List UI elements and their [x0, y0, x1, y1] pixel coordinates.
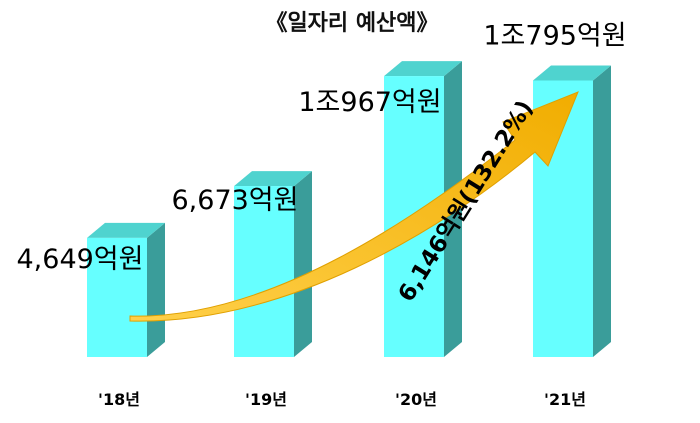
bar-side — [147, 222, 165, 357]
bar-top — [234, 171, 312, 187]
growth-arrow-shape — [129, 91, 579, 322]
x-tick-label: '20년 — [395, 390, 437, 409]
bar-side — [294, 171, 312, 357]
chart-title: 《일자리 예산액》 — [265, 11, 438, 36]
x-axis-labels: '18년 '19년 '20년 '21년 — [98, 390, 586, 409]
bar-top — [384, 61, 462, 77]
bar-top — [533, 65, 611, 81]
x-tick-label: '18년 — [98, 390, 140, 409]
bar-front — [87, 237, 147, 357]
value-label: 6,673억원 — [172, 185, 299, 216]
value-labels-group: 4,649억원 6,673억원 1조967억원 1조795억원 — [17, 20, 627, 274]
bar — [234, 171, 312, 357]
value-label: 1조967억원 — [298, 87, 441, 118]
bar — [87, 222, 165, 357]
bar-front — [234, 186, 294, 357]
x-tick-label: '19년 — [245, 390, 287, 409]
value-label: 4,649억원 — [17, 244, 144, 275]
x-tick-label: '21년 — [544, 390, 586, 409]
value-label: 1조795억원 — [483, 20, 626, 51]
bar-side — [593, 65, 611, 357]
bar-top — [87, 222, 165, 238]
